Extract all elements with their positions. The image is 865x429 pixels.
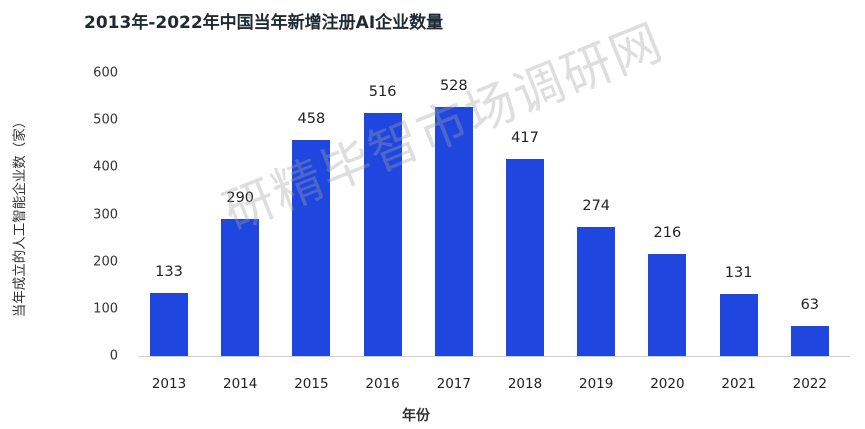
data-label: 458: [297, 110, 326, 127]
x-tick-label: 2016: [365, 376, 400, 392]
data-label: 417: [511, 130, 539, 147]
bar-2016: [363, 112, 402, 356]
x-axis-line: [138, 356, 850, 357]
x-tick-label: 2021: [721, 376, 756, 392]
x-tick-label: 2020: [650, 376, 685, 392]
y-tick-label: 500: [93, 112, 118, 128]
x-tick-label: 2018: [507, 376, 543, 392]
data-label: 63: [800, 297, 820, 314]
bar-2020: [648, 254, 687, 356]
y-axis-label: 当年成立的人工智能企业数（家）: [12, 114, 28, 318]
y-tick-label: 300: [93, 207, 118, 222]
x-tick-label: 2015: [294, 376, 329, 392]
y-tick-label: 600: [93, 65, 118, 81]
y-tick-label: 200: [93, 254, 118, 270]
data-label: 290: [226, 190, 255, 207]
data-label: 131: [724, 265, 753, 282]
bar-2019: [577, 226, 616, 356]
data-label: 216: [653, 225, 682, 242]
bar-2022: [790, 326, 829, 356]
data-label: 528: [439, 77, 468, 94]
data-label: 133: [155, 264, 183, 281]
bar-2014: [221, 219, 260, 356]
data-label: 516: [368, 83, 397, 100]
bar-2021: [719, 294, 758, 356]
bar-2017: [434, 106, 473, 356]
data-label: 274: [582, 197, 611, 214]
y-tick-label: 400: [93, 159, 118, 175]
y-tick-label: 0: [109, 348, 118, 364]
bar-2018: [506, 159, 544, 356]
y-tick-label: 100: [93, 301, 118, 317]
chart-title: 2013年-2022年中国当年新增注册AI企业数量: [84, 13, 444, 33]
x-axis-label: 年份: [402, 408, 430, 424]
x-tick-label: 2014: [223, 376, 258, 392]
x-tick-label: 2019: [579, 376, 614, 392]
bar-2015: [292, 139, 331, 356]
x-tick-label: 2022: [792, 376, 827, 392]
bar-2013: [150, 293, 188, 356]
x-tick-label: 2017: [436, 376, 471, 392]
x-tick-label: 2013: [151, 376, 187, 392]
